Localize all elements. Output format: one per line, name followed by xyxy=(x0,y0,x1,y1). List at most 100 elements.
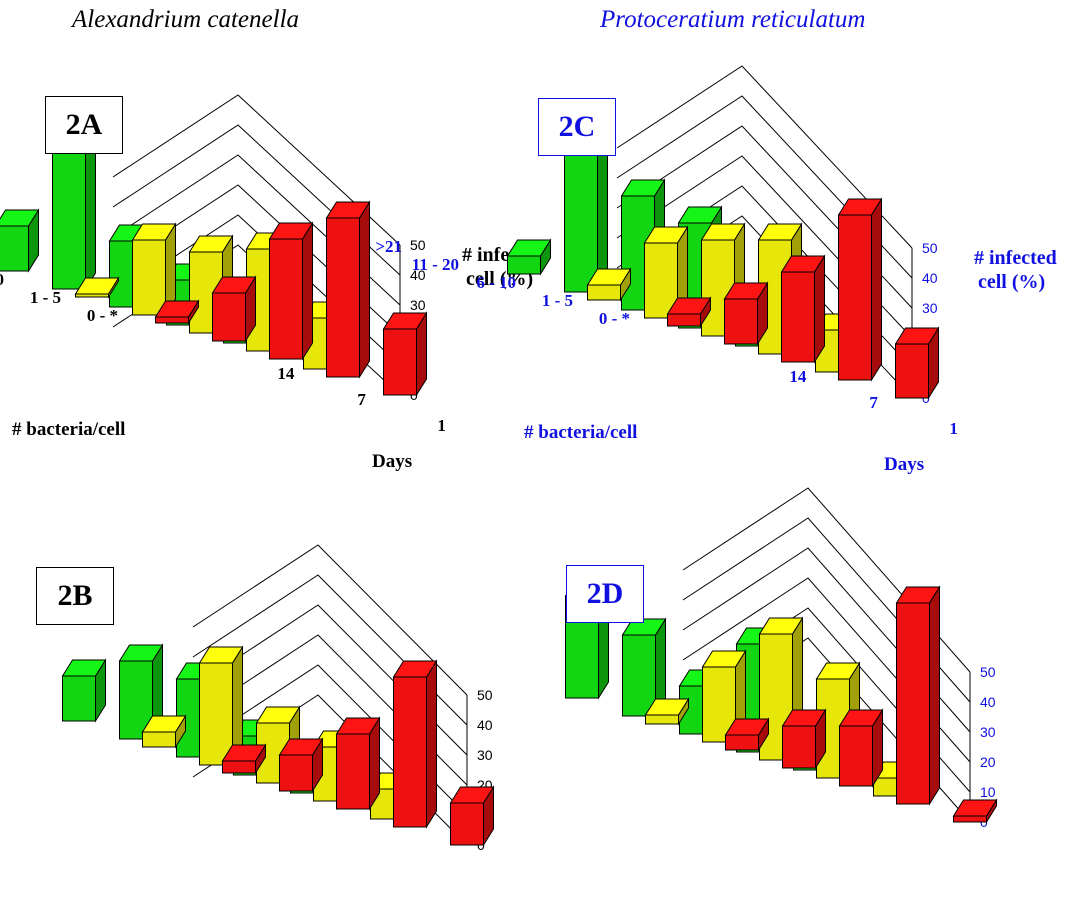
bar-top-face xyxy=(154,300,200,318)
bar-top-face xyxy=(268,222,314,240)
bar-top-face xyxy=(666,297,712,315)
bar-top-face xyxy=(325,201,371,219)
z-axis-label-line2: cell (%) xyxy=(978,271,1045,293)
y-tick-label: 0 - * xyxy=(87,306,118,325)
bar-top-face xyxy=(449,786,495,804)
bar-2B-day1-cat1 xyxy=(392,659,438,829)
bar-2C-day1-cat0 xyxy=(894,326,940,400)
bar-front-face xyxy=(725,734,759,751)
bar-top-face xyxy=(278,738,324,756)
gridline-50 xyxy=(112,94,401,246)
bar-top-face xyxy=(620,179,666,197)
bar-2B-day7-cat3 xyxy=(198,645,244,767)
bar-2C-day14-cat3 xyxy=(563,133,609,294)
bar-2B-day1-cat0 xyxy=(449,785,495,847)
bar-top-face xyxy=(506,239,552,257)
bar-front-face xyxy=(326,217,360,378)
x-tick-label: 14 xyxy=(277,364,295,383)
bar-front-face xyxy=(0,225,29,272)
bar-2A-day1-cat2 xyxy=(268,221,314,361)
bar-top-face xyxy=(211,276,257,294)
bar-2A-day1-cat1 xyxy=(325,200,371,379)
x-axis-label: Days xyxy=(372,451,412,472)
bar-top-face xyxy=(643,226,689,244)
bar-2B-day1-cat2 xyxy=(335,716,381,811)
bar-top-face xyxy=(621,618,667,636)
z-tick-label: 30 xyxy=(477,747,493,763)
bar-2A-day7-cat4 xyxy=(74,276,120,299)
bar-front-face xyxy=(52,144,86,290)
bar-top-face xyxy=(724,718,770,736)
bar-front-face xyxy=(155,316,189,324)
bar-front-face xyxy=(667,313,701,327)
z-tick-label: 40 xyxy=(980,694,996,710)
bar-front-face xyxy=(132,239,166,316)
bar-top-face xyxy=(382,312,428,330)
bar-side-face xyxy=(871,197,882,382)
z-tick-label: 40 xyxy=(922,270,938,286)
bar-front-face xyxy=(587,284,621,301)
bar-front-face xyxy=(895,343,929,399)
bar-front-face xyxy=(142,731,176,748)
panel-label-2A: 2A xyxy=(45,96,123,154)
bar-side-face xyxy=(597,133,608,294)
bar-front-face xyxy=(781,271,815,363)
y-axis-label: # bacteria/cell xyxy=(524,422,637,443)
bar-front-face xyxy=(450,802,484,846)
bar-front-face xyxy=(393,676,427,828)
bar-top-face xyxy=(131,223,177,241)
y-tick-label: 0 - * xyxy=(599,309,630,328)
bar-top-face xyxy=(141,715,187,733)
z-tick-label: 30 xyxy=(980,724,996,740)
bar-top-face xyxy=(758,617,804,635)
bar-2C-day7-cat4 xyxy=(586,267,632,302)
bar-top-face xyxy=(781,709,827,727)
gridline-50 xyxy=(616,65,913,249)
panel-label-2B: 2B xyxy=(36,567,114,625)
z-tick-label: 50 xyxy=(980,664,996,680)
bar-top-face xyxy=(815,662,861,680)
bar-front-face xyxy=(336,733,370,810)
bar-top-face xyxy=(701,650,747,668)
bar-2C-day1-cat1 xyxy=(837,197,883,382)
bar-front-face xyxy=(953,815,987,823)
bar-front-face xyxy=(782,725,816,769)
bar-top-face xyxy=(700,223,746,241)
bar-top-face xyxy=(74,277,120,295)
bar-top-face xyxy=(723,282,769,300)
bar-top-face xyxy=(0,209,40,227)
y-axis-label: # bacteria/cell xyxy=(12,419,125,440)
bar-2A-day1-cat3 xyxy=(211,275,257,343)
bar-top-face xyxy=(838,709,884,727)
bar-2C-day14-cat4 xyxy=(506,238,552,276)
bar-2D-day1-cat0 xyxy=(952,798,998,824)
bar-2D-day1-cat4 xyxy=(724,717,770,752)
z-tick-label: 10 xyxy=(980,784,996,800)
bar-top-face xyxy=(644,698,690,716)
bar-front-face xyxy=(279,754,313,792)
bar-2A-day1-cat4 xyxy=(154,299,200,325)
panel-label-2C: 2C xyxy=(538,98,616,156)
x-tick-label: 7 xyxy=(357,390,366,409)
species-title-left: Alexandrium catenella xyxy=(72,6,300,33)
bar-top-face xyxy=(118,644,164,662)
bar-front-face xyxy=(838,214,872,381)
bar-2A-day1-cat0 xyxy=(382,311,428,397)
z-tick-label: 50 xyxy=(922,240,938,256)
z-tick-label: 30 xyxy=(922,300,938,316)
panel-label-2D: 2D xyxy=(566,565,644,623)
bar-top-face xyxy=(586,268,632,286)
bar-2D-day1-cat1 xyxy=(895,585,941,806)
x-tick-label: 14 xyxy=(789,367,807,386)
bar-top-face xyxy=(255,706,301,724)
bar-top-face xyxy=(952,799,998,817)
z-tick-label: 50 xyxy=(410,237,426,253)
bar-top-face xyxy=(392,660,438,678)
chart-panel-2D: 01020304050 xyxy=(564,487,998,830)
z-tick-label: 40 xyxy=(477,717,493,733)
bar-2B-day7-cat4 xyxy=(141,714,187,749)
bar-top-face xyxy=(335,717,381,735)
bar-front-face xyxy=(839,725,873,787)
